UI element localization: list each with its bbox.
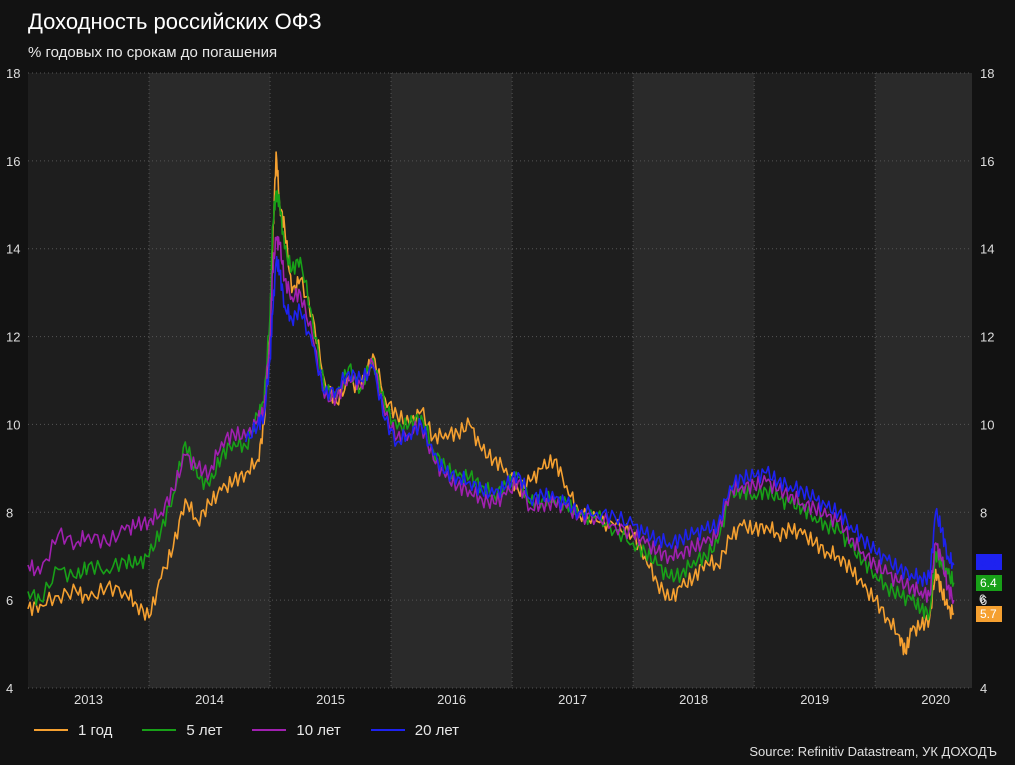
series-lines	[27, 151, 955, 656]
series-line-3	[27, 235, 955, 605]
x-tick-label: 2015	[316, 692, 345, 707]
y-tick-label-left: 8	[6, 505, 13, 520]
legend-item-5y: 5 лет	[142, 719, 222, 741]
y-tick-label-left: 4	[6, 681, 13, 696]
y-tick-label-right: 8	[980, 505, 987, 520]
x-tick-label: 2019	[800, 692, 829, 707]
y-tick-label-right: 18	[980, 66, 994, 81]
chart-title: Доходность российских ОФЗ	[28, 9, 322, 34]
end-label-4: 6.8	[980, 555, 997, 569]
y-tick-label-right: 4	[980, 681, 987, 696]
legend: 1 год 5 лет 10 лет 20 лет	[34, 719, 489, 741]
year-band	[149, 73, 271, 688]
chart-subtitle: % годовых по срокам до погашения	[28, 44, 278, 61]
y-tick-label-left: 6	[6, 593, 13, 608]
legend-label-5y: 5 лет	[186, 721, 223, 739]
series-line-2	[27, 189, 955, 621]
grid	[28, 72, 972, 689]
x-tick-label: 2020	[921, 692, 950, 707]
legend-label-1y: 1 год	[78, 721, 113, 739]
legend-swatch-10y	[252, 729, 287, 731]
x-tick-label: 2013	[74, 692, 103, 707]
y-tick-label-left: 12	[6, 330, 20, 345]
end-label-3: 6	[979, 592, 986, 606]
end-label-1: 5.7	[980, 607, 997, 621]
legend-swatch-5y	[142, 729, 177, 731]
legend-label-10y: 10 лет	[296, 721, 341, 739]
x-tick-label: 2017	[558, 692, 587, 707]
year-band	[391, 73, 513, 688]
y-tick-label-left: 10	[6, 417, 20, 432]
y-tick-label-right: 10	[980, 417, 994, 432]
source-note: Source: Refinitiv Datastream, УК ДОХОДЪ	[749, 744, 997, 759]
y-tick-label-right: 16	[980, 154, 994, 169]
x-tick-label: 2014	[195, 692, 224, 707]
end-label-box-1	[976, 606, 1002, 622]
y-tick-label-left: 14	[6, 242, 20, 257]
y-tick-label-left: 16	[6, 154, 20, 169]
legend-swatch-1y	[34, 729, 68, 731]
legend-item-10y: 10 лет	[252, 719, 341, 741]
legend-label-20y: 20 лет	[414, 721, 460, 739]
year-band	[633, 73, 755, 688]
y-tick-label-right: 12	[980, 330, 994, 345]
end-labels: 5.7 6.4 6 6.8	[976, 554, 1002, 622]
y-tick-label-right: 14	[980, 242, 994, 257]
y-tick-label-right: 6	[980, 593, 987, 608]
legend-swatch-20y	[370, 729, 405, 731]
x-tick-label: 2016	[437, 692, 466, 707]
y-tick-label-left: 18	[6, 66, 20, 81]
axis-ticks: 4 4 6 6 8 8 10 10 12 12 14 14 16 16 18 18 2013 2014 2015 20…	[6, 66, 994, 707]
series-line-1	[27, 151, 955, 656]
end-label-box-4	[976, 554, 1002, 570]
end-label-2: 6.4	[980, 576, 997, 590]
series-line-4	[245, 255, 955, 587]
end-label-box-2	[976, 575, 1002, 591]
legend-item-20y: 20 лет	[370, 719, 460, 741]
legend-item-1y: 1 год	[34, 719, 112, 741]
x-tick-label: 2018	[679, 692, 708, 707]
